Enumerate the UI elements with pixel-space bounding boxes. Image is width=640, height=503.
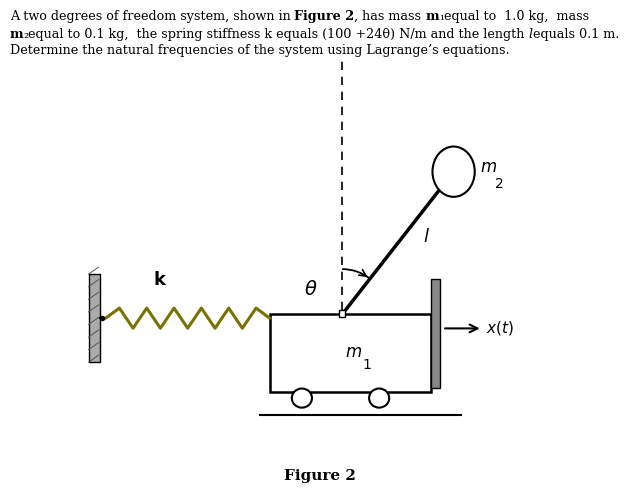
Text: Determine the natural frequencies of the system using Lagrange’s equations.: Determine the natural frequencies of the… (10, 44, 509, 57)
Text: $\theta$: $\theta$ (304, 280, 317, 299)
Text: ₂: ₂ (23, 28, 28, 41)
Bar (339, 310, 346, 317)
Text: l: l (529, 28, 533, 41)
Text: k: k (154, 272, 166, 289)
Text: m: m (426, 10, 439, 23)
Text: 2: 2 (495, 177, 504, 191)
Bar (269, 314, 431, 392)
Ellipse shape (369, 388, 389, 407)
Text: equal to  1.0 kg,  mass: equal to 1.0 kg, mass (444, 10, 589, 23)
Bar (431, 279, 440, 388)
Text: $m$: $m$ (480, 157, 497, 176)
Text: $l$: $l$ (424, 228, 430, 245)
Text: ₁: ₁ (439, 10, 444, 23)
Text: Figure 2: Figure 2 (284, 469, 356, 483)
Text: equals 0.1 m.: equals 0.1 m. (533, 28, 620, 41)
Text: A two degrees of freedom system, shown in: A two degrees of freedom system, shown i… (10, 10, 294, 23)
Ellipse shape (292, 388, 312, 407)
Ellipse shape (433, 146, 475, 197)
Text: m: m (10, 28, 23, 41)
Text: $x(t)$: $x(t)$ (486, 319, 515, 338)
Bar (88, 274, 100, 362)
Text: , has mass: , has mass (355, 10, 426, 23)
Text: $m$: $m$ (345, 343, 362, 361)
Text: 1: 1 (362, 358, 371, 372)
Text: equal to 0.1 kg,  the spring stiffness k equals (100 +24θ) N/m and the length: equal to 0.1 kg, the spring stiffness k … (28, 28, 529, 41)
Text: Figure 2: Figure 2 (294, 10, 355, 23)
